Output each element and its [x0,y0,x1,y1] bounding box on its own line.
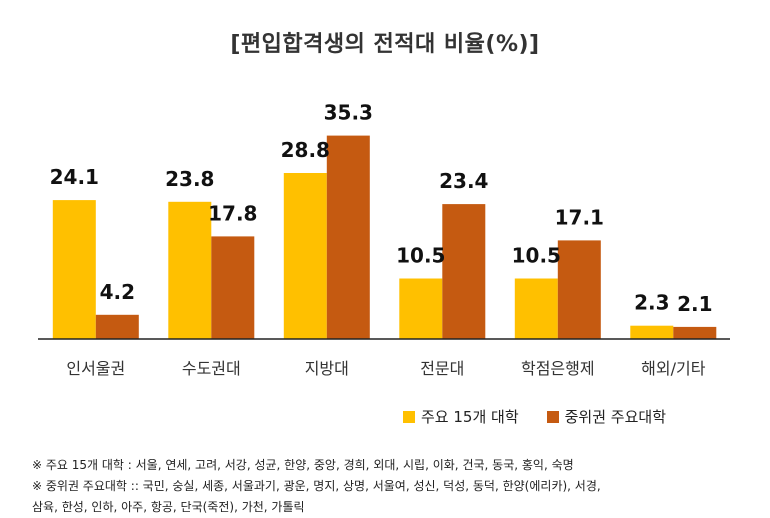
bar-series2-4 [557,240,601,339]
value-label-series2-1: 17.8 [208,201,257,225]
bar-chart: 24.1 4.2 23.8 17.8 28.8 35.3 10.5 23.4 10.5 17.1 2… [38,101,730,378]
bar-series1-3 [399,278,443,339]
value-labels-group: 24.1 4.2 23.8 17.8 28.8 35.3 10.5 23.4 10.5 17.1 2… [50,101,713,316]
bars-group [52,135,717,339]
value-label-series2-3: 23.4 [439,169,488,193]
category-label-0: 인서울권 [66,359,125,378]
bar-series1-4 [514,278,558,339]
legend-item-series1: 주요 15개 대학 [403,406,519,427]
value-label-series2-5: 2.1 [677,292,712,316]
bar-series1-5 [630,325,674,339]
value-label-series1-1: 23.8 [165,167,214,191]
footnote-line-1: ※ 주요 15개 대학 : 서울, 연세, 고려, 서강, 성균, 한양, 중앙… [32,458,574,472]
value-label-series2-2: 35.3 [324,101,373,125]
value-label-series1-5: 2.3 [634,291,669,315]
footnote-line-3: 삼육, 한성, 인하, 아주, 항공, 단국(죽전), 가천, 가톨릭 [32,500,305,514]
value-label-series1-3: 10.5 [396,244,445,268]
value-label-series1-0: 24.1 [50,165,99,189]
legend-swatch-series2 [546,410,559,423]
bar-series2-5 [673,326,717,339]
value-label-series2-4: 17.1 [555,205,604,229]
footnotes: ※ 주요 15개 대학 : 서울, 연세, 고려, 서강, 성균, 한양, 중앙… [32,455,752,518]
bar-series2-1 [211,236,255,339]
bar-series2-0 [95,314,139,339]
bar-series2-2 [326,135,370,339]
legend-label-series2: 중위권 주요대학 [564,408,666,426]
bar-series1-2 [283,173,327,339]
legend-item-series2: 중위권 주요대학 [546,406,666,427]
category-label-5: 해외/기타 [641,359,706,378]
bar-series1-1 [168,201,212,339]
category-label-1: 수도권대 [182,359,241,378]
value-label-series2-0: 4.2 [100,280,135,304]
chart-title: [편입합격생의 전적대 비율(%)] [230,32,540,57]
category-label-4: 학점은행제 [521,359,595,378]
footnote-line-2: ※ 중위권 주요대학 :: 국민, 숭실, 세종, 서울과기, 광운, 명지, … [32,479,601,493]
legend-label-series1: 주요 15개 대학 [421,408,519,426]
value-label-series1-2: 28.8 [281,138,330,162]
category-label-2: 지방대 [305,359,349,378]
category-label-3: 전문대 [420,359,464,378]
value-label-series1-4: 10.5 [512,244,561,268]
bar-series2-3 [442,204,486,339]
legend: 주요 15개 대학 중위권 주요대학 [403,406,694,427]
bar-series1-0 [52,200,96,339]
legend-swatch-series1 [403,410,415,423]
category-labels-group: 인서울권 수도권대 지방대 전문대 학점은행제 해외/기타 [66,359,705,378]
